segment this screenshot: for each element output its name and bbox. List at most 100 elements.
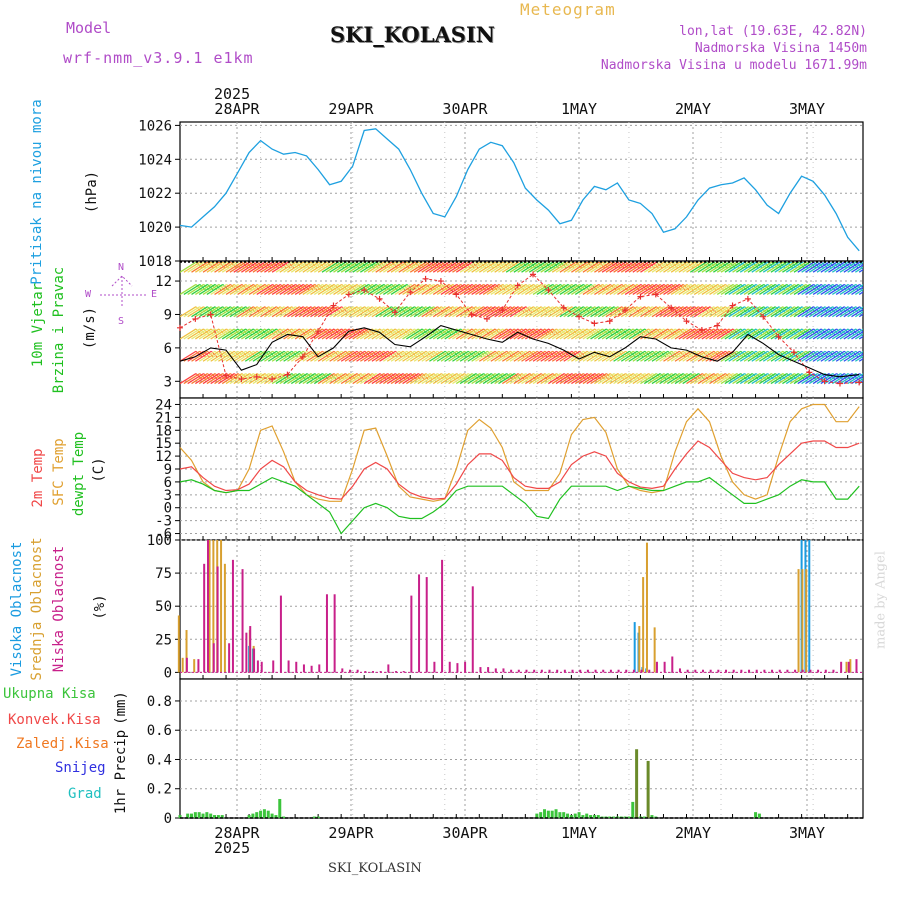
clouds-ytick-label: 75 xyxy=(155,566,172,582)
wind-barb xyxy=(429,328,446,340)
wind-barb xyxy=(244,372,262,385)
wind-barb xyxy=(494,328,511,340)
wind-barb xyxy=(448,261,465,273)
precip-bar xyxy=(554,809,558,818)
wind-barb xyxy=(298,372,316,385)
wind-barb xyxy=(601,328,619,340)
wind-barb xyxy=(670,328,688,340)
cloud-bar xyxy=(771,669,774,673)
cloud-bar xyxy=(642,577,645,673)
wind-barb xyxy=(551,350,569,362)
wind-barb xyxy=(720,283,738,295)
wind-barb xyxy=(709,306,726,318)
wind-barb xyxy=(805,350,822,362)
wind-barb xyxy=(739,283,757,295)
precip-bar xyxy=(608,816,612,818)
wind-gust-point xyxy=(560,304,567,311)
wind-barb xyxy=(448,372,465,385)
wind-barb xyxy=(429,372,446,385)
wind-barb xyxy=(551,261,569,273)
wind-barb xyxy=(828,283,845,295)
wind-barb xyxy=(590,350,607,362)
precip-ytick-label: 0.8 xyxy=(147,694,172,710)
wind-gust-point xyxy=(821,378,828,385)
wind-barb xyxy=(513,350,531,362)
wind-gust-point xyxy=(299,353,306,360)
temp-2m-line xyxy=(179,440,860,500)
model-label: Model xyxy=(66,19,112,37)
wind-barb xyxy=(820,261,838,273)
wind-barb xyxy=(705,306,723,318)
wind-barb xyxy=(413,372,431,385)
wind-barb xyxy=(835,306,853,318)
wind-barb xyxy=(517,372,535,385)
wind-barb xyxy=(774,306,792,318)
wind-barb xyxy=(582,261,600,273)
legend-frozen-rain: Zaledj.Kisa xyxy=(16,736,109,752)
cloud-bar xyxy=(694,669,697,673)
cloud-bar xyxy=(249,626,252,673)
wind-barb xyxy=(218,350,235,362)
wind-barb-flag xyxy=(871,307,877,313)
wind-barb xyxy=(628,283,646,295)
wind-barb xyxy=(540,306,558,318)
wind-barb xyxy=(294,372,312,385)
wind-barb xyxy=(567,261,584,273)
wind-barb xyxy=(283,328,300,340)
precip-ytick-label: 0.2 xyxy=(147,782,172,798)
wind-barb xyxy=(594,283,611,295)
wind-barb xyxy=(241,372,258,385)
x-day-label-top: 28APR xyxy=(214,100,260,118)
wind-barb xyxy=(521,372,538,385)
wind-barb xyxy=(801,283,818,295)
wind-barb xyxy=(843,350,861,362)
precip-bar xyxy=(635,749,639,818)
wind-barb xyxy=(620,261,638,273)
wind-barb xyxy=(567,350,584,362)
wind-barb xyxy=(620,350,638,362)
wind-barb xyxy=(225,350,243,362)
wind-barb xyxy=(444,350,462,362)
wind-barb xyxy=(206,350,224,362)
wind-barb xyxy=(793,306,811,318)
wind-barb xyxy=(532,350,550,362)
wind-barb-flag xyxy=(879,307,885,313)
wind-barb xyxy=(674,328,692,340)
wind-barb xyxy=(267,328,285,340)
wind-barb xyxy=(455,261,473,273)
wind-barb xyxy=(494,372,511,385)
wind-barb xyxy=(666,372,684,385)
meteogram-label: Meteogram xyxy=(520,0,616,19)
wind-barb-flag xyxy=(864,374,870,380)
wind-barb xyxy=(571,350,588,362)
precip-bar xyxy=(550,810,554,818)
wind-barb xyxy=(463,328,481,340)
wind-barb xyxy=(402,328,419,340)
wind-barb xyxy=(590,283,607,295)
wind-barb xyxy=(563,261,581,273)
wind-barb xyxy=(498,372,515,385)
wind-barb xyxy=(862,315,863,317)
wind-barb xyxy=(536,306,554,318)
wind-barb xyxy=(413,328,431,340)
wind-barb xyxy=(759,350,776,362)
wind-barb xyxy=(567,283,584,295)
cloud-bar xyxy=(678,668,681,673)
wind-barb xyxy=(306,372,323,385)
wind-barb xyxy=(655,261,673,273)
x-day-label-bottom: 3MAY xyxy=(789,824,825,842)
wind-barb xyxy=(367,306,385,318)
wind-barb xyxy=(678,261,696,273)
wind-barb xyxy=(782,328,799,340)
precip-bar xyxy=(270,813,274,818)
wind-barb xyxy=(536,372,554,385)
wind-barb xyxy=(594,261,611,273)
wind-barb xyxy=(187,372,205,385)
wind-barb xyxy=(617,350,634,362)
wind-barb xyxy=(452,306,469,318)
wind-barb xyxy=(294,261,312,273)
wind-barb xyxy=(498,306,515,318)
cloud-bar xyxy=(655,661,658,673)
cloud-bar xyxy=(845,661,848,673)
wind-barb xyxy=(498,328,515,340)
